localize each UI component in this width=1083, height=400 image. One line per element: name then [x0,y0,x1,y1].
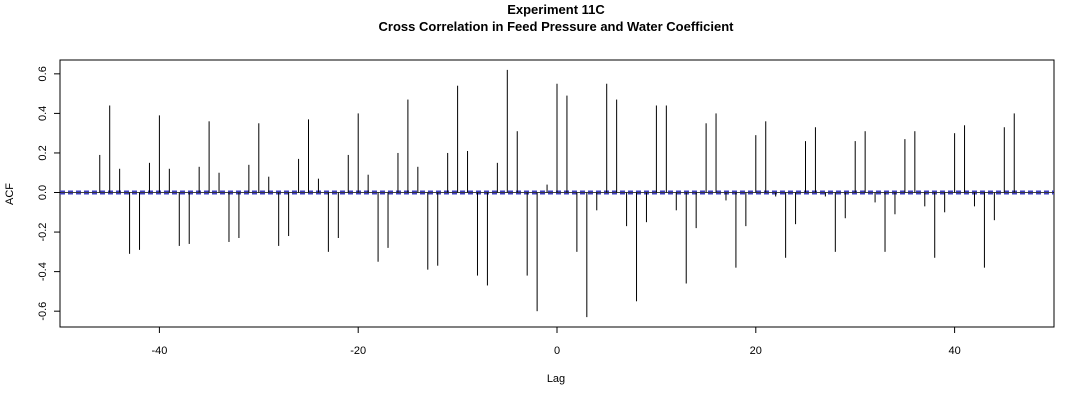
x-tick-label: 20 [750,345,762,357]
y-axis-label: ACF [4,183,16,205]
x-tick-label: 0 [554,345,560,357]
x-tick-label: -40 [151,345,167,357]
y-tick-label: 0.2 [37,145,49,160]
y-tick-label: -0.4 [37,262,49,281]
ccf-lag-lines [99,69,1015,318]
y-tick-label: 0.6 [37,66,49,81]
y-tick-label: 0.0 [37,185,49,200]
y-tick-label: 0.4 [37,106,49,121]
x-tick-label: -20 [350,345,366,357]
x-axis-label: Lag [547,373,565,385]
y-axis: -0.6 -0.4 -0.2 0.0 0.2 0.4 0.6 [37,66,60,321]
x-tick-label: 40 [948,345,960,357]
y-tick-label: -0.6 [37,302,49,321]
chart-title: Experiment 11C [507,2,605,17]
x-axis: -40 -20 0 20 40 [151,327,961,357]
y-tick-label: -0.2 [37,223,49,242]
chart-subtitle: Cross Correlation in Feed Pressure and W… [379,19,735,34]
